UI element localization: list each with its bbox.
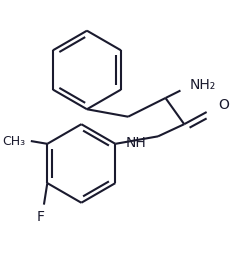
Text: O: O <box>218 99 229 113</box>
Text: NH₂: NH₂ <box>190 78 216 92</box>
Text: NH: NH <box>126 136 147 150</box>
Text: CH₃: CH₃ <box>2 135 25 148</box>
Text: F: F <box>36 210 44 224</box>
